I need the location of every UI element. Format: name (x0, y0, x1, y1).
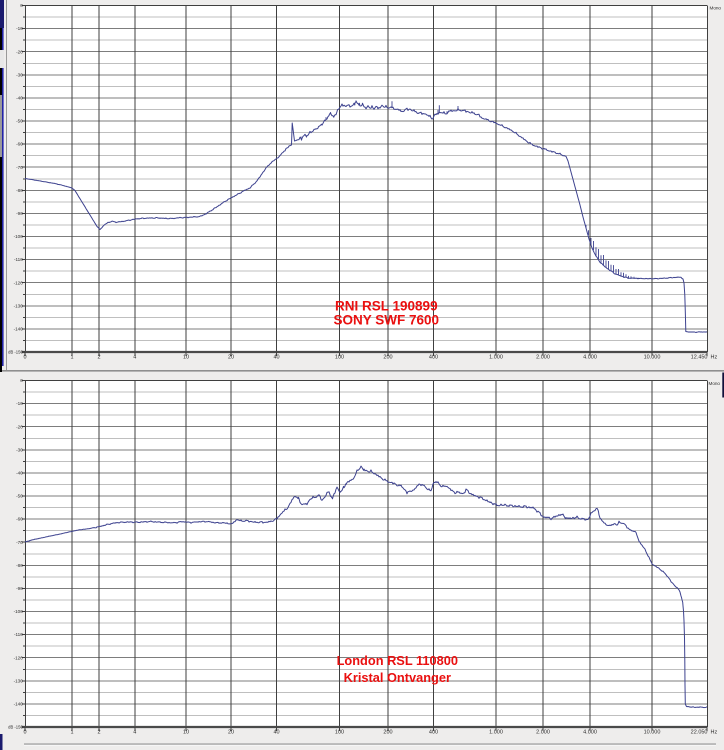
svg-text:RNI RSL 190899: RNI RSL 190899 (335, 299, 438, 314)
svg-text:-140: -140 (14, 327, 24, 332)
svg-text:dB -150: dB -150 (8, 725, 23, 730)
svg-text:-80: -80 (16, 188, 23, 193)
svg-text:2: 2 (97, 730, 100, 736)
svg-text:Mono: Mono (709, 381, 721, 386)
svg-text:-50: -50 (16, 119, 23, 124)
svg-text:1: 1 (70, 355, 73, 361)
svg-text:10: 10 (183, 730, 189, 736)
svg-text:-10: -10 (16, 401, 23, 406)
svg-text:2.000: 2.000 (536, 730, 550, 736)
svg-text:20: 20 (228, 355, 234, 361)
svg-text:-140: -140 (14, 702, 24, 707)
svg-text:Kristal Ontvanger: Kristal Ontvanger (344, 670, 451, 685)
svg-text:10.000: 10.000 (644, 730, 661, 736)
svg-text:1.000: 1.000 (489, 730, 503, 736)
svg-text:dB -150: dB -150 (8, 350, 23, 355)
svg-text:-70: -70 (16, 540, 23, 545)
svg-text:400: 400 (429, 730, 438, 736)
svg-text:0: 0 (20, 3, 23, 8)
svg-text:400: 400 (429, 355, 438, 361)
svg-text:4.000: 4.000 (583, 355, 597, 361)
svg-text:-70: -70 (16, 165, 23, 170)
svg-text:-90: -90 (16, 211, 23, 216)
svg-text:Hz: Hz (711, 355, 718, 361)
svg-text:200: 200 (383, 730, 392, 736)
svg-text:London RSL 110800: London RSL 110800 (337, 653, 458, 668)
svg-text:-60: -60 (16, 517, 23, 522)
svg-text:-90: -90 (16, 586, 23, 591)
svg-text:100: 100 (335, 730, 344, 736)
svg-text:40: 40 (273, 355, 279, 361)
svg-text:0: 0 (23, 355, 26, 361)
svg-text:0: 0 (23, 730, 26, 736)
svg-text:22.050: 22.050 (691, 730, 708, 736)
svg-text:-40: -40 (16, 471, 23, 476)
svg-text:-100: -100 (14, 609, 24, 614)
svg-text:Mono: Mono (710, 5, 722, 10)
svg-text:SONY SWF 7600: SONY SWF 7600 (334, 312, 440, 327)
svg-text:-120: -120 (14, 655, 24, 660)
svg-text:2.000: 2.000 (536, 355, 550, 361)
svg-text:Hz: Hz (711, 730, 718, 736)
svg-text:-120: -120 (14, 280, 24, 285)
svg-text:-80: -80 (16, 563, 23, 568)
svg-text:-10: -10 (16, 26, 23, 31)
svg-text:1.000: 1.000 (489, 355, 503, 361)
svg-text:-30: -30 (16, 72, 23, 77)
svg-text:4: 4 (133, 355, 136, 361)
svg-text:-20: -20 (16, 424, 23, 429)
svg-text:4.000: 4.000 (583, 730, 597, 736)
svg-text:-110: -110 (14, 632, 23, 637)
svg-text:0: 0 (20, 378, 23, 383)
svg-text:20: 20 (228, 730, 234, 736)
svg-text:10.000: 10.000 (644, 355, 661, 361)
svg-text:4: 4 (133, 730, 136, 736)
svg-text:-30: -30 (16, 447, 23, 452)
svg-text:-130: -130 (14, 303, 24, 308)
svg-text:-110: -110 (14, 257, 23, 262)
svg-text:-40: -40 (16, 96, 23, 101)
svg-text:100: 100 (335, 355, 344, 361)
svg-text:-100: -100 (14, 234, 24, 239)
svg-text:200: 200 (383, 355, 392, 361)
svg-text:-20: -20 (16, 49, 23, 54)
svg-text:10: 10 (183, 355, 189, 361)
svg-text:-60: -60 (16, 142, 23, 147)
svg-text:-130: -130 (14, 678, 24, 683)
svg-text:2: 2 (97, 355, 100, 361)
svg-text:-50: -50 (16, 494, 23, 499)
svg-text:12.450: 12.450 (691, 355, 708, 361)
svg-text:40: 40 (273, 730, 279, 736)
svg-text:1: 1 (70, 730, 73, 736)
